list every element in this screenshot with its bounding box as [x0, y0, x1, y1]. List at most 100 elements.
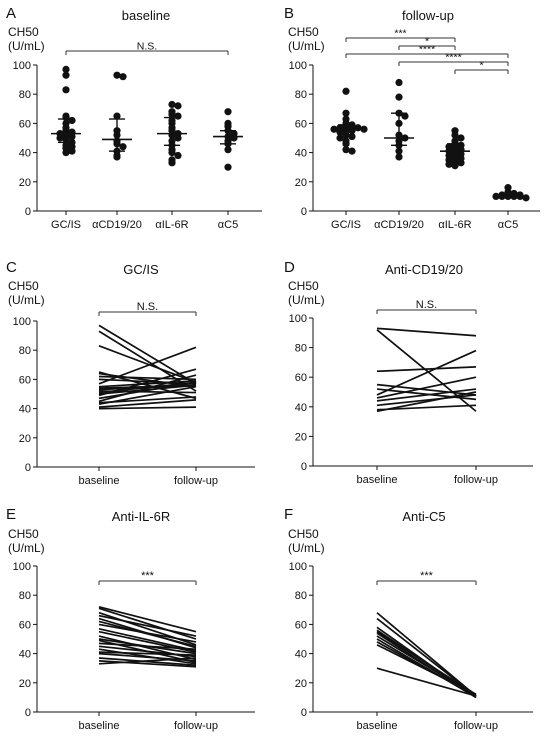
y-tick-label: 20	[19, 177, 31, 189]
data-point	[62, 65, 70, 73]
significance-label: ****	[419, 44, 435, 56]
x-tick-label: baseline	[357, 474, 398, 486]
y-tick-label: 40	[295, 148, 307, 160]
y-axis-label-line1: CH50	[288, 527, 319, 541]
data-point	[62, 71, 70, 79]
subject-line	[376, 394, 477, 407]
plot-area: 0 20 40 60 80 100 baseline follow-up N.S.	[13, 301, 255, 487]
panel-letter: B	[284, 5, 294, 22]
y-axis-label-line2: (U/mL)	[8, 541, 45, 555]
subject-line	[98, 346, 197, 385]
y-tick-label: 40	[19, 404, 31, 416]
subject-line	[98, 606, 197, 633]
data-point	[168, 100, 176, 109]
y-axis-label-line2: (U/mL)	[288, 293, 325, 307]
y-tick-label: 60	[295, 118, 307, 130]
subject-line	[376, 391, 477, 413]
data-point	[224, 146, 232, 154]
x-tick-label: αCD19/20	[92, 219, 142, 231]
subject-line	[376, 376, 477, 399]
data-point	[395, 153, 403, 161]
subject-line	[98, 368, 197, 397]
y-tick-label: 0	[25, 462, 31, 474]
x-tick-label: αIL-6R	[155, 219, 188, 231]
subject-line	[98, 374, 197, 403]
panel-title: baseline	[122, 8, 170, 23]
y-tick-label: 0	[25, 206, 31, 218]
significance-label: *	[425, 36, 429, 48]
y-axis-label-line2: (U/mL)	[8, 39, 45, 53]
y-tick-label: 60	[295, 372, 307, 384]
significance-label: N.S.	[137, 301, 158, 313]
panel-b: B follow-up CH50 (U/mL) 0 20 40 60 80 100 GC/I…	[284, 5, 540, 231]
y-tick-label: 20	[295, 678, 307, 690]
data-point	[168, 159, 176, 167]
significance-label: ***	[420, 570, 434, 582]
subject-line	[376, 667, 477, 697]
data-point	[119, 143, 127, 151]
plot-area: 0 20 40 60 80 100 baseline follow-up N.S.	[289, 299, 533, 486]
y-tick-label: 0	[301, 707, 307, 719]
subject-line	[98, 660, 197, 668]
y-tick-label: 80	[295, 590, 307, 602]
subject-line	[376, 644, 477, 696]
significance-label: ***	[394, 28, 406, 40]
panel-title: follow-up	[402, 8, 454, 23]
panel-e: E Anti-IL-6R CH50 (U/mL) 0 20 40 60 80 100 bas…	[6, 506, 255, 732]
y-tick-label: 100	[289, 313, 307, 325]
data-point	[395, 93, 403, 101]
x-tick-label: baseline	[79, 475, 120, 487]
data-point	[62, 86, 70, 94]
data-point	[62, 149, 70, 157]
y-tick-label: 80	[295, 343, 307, 355]
significance-label: *	[479, 60, 483, 72]
subject-line	[98, 385, 197, 406]
subject-line	[376, 327, 477, 337]
subject-line	[376, 383, 477, 396]
x-tick-label: follow-up	[174, 475, 218, 487]
data-point	[348, 147, 356, 155]
y-tick-label: 40	[295, 402, 307, 414]
data-point	[342, 87, 350, 95]
subject-line	[98, 380, 197, 388]
data-point	[336, 128, 344, 136]
data-point	[168, 149, 176, 157]
data-point	[174, 151, 182, 160]
subject-line	[98, 623, 197, 643]
subject-line	[98, 651, 197, 656]
data-point	[174, 134, 182, 142]
data-point	[68, 132, 76, 141]
significance-label: ***	[141, 570, 155, 582]
y-tick-label: 60	[19, 374, 31, 386]
x-tick-label: baseline	[357, 720, 398, 732]
subject-line	[98, 642, 197, 651]
data-point	[342, 140, 350, 148]
subject-line	[98, 345, 197, 384]
x-tick-label: follow-up	[454, 720, 498, 732]
data-point	[395, 147, 403, 155]
y-tick-label: 20	[19, 433, 31, 445]
y-tick-label: 100	[13, 316, 31, 328]
y-axis-label-line2: (U/mL)	[8, 293, 45, 307]
x-tick-label: αC5	[218, 219, 238, 231]
x-tick-label: follow-up	[454, 474, 498, 486]
data-point	[401, 112, 409, 120]
subject-line	[98, 398, 197, 408]
panel-d: D Anti-CD19/20 CH50 (U/mL) 0 20 40 60 80 100 b…	[284, 259, 533, 486]
panel-f: F Anti-C5 CH50 (U/mL) 0 20 40 60 80 100 baseli…	[284, 506, 533, 732]
y-axis-label-line1: CH50	[288, 279, 319, 293]
y-axis-label-line2: (U/mL)	[288, 39, 325, 53]
y-tick-label: 100	[13, 561, 31, 573]
y-tick-label: 40	[295, 649, 307, 661]
y-axis-label-line1: CH50	[8, 279, 39, 293]
subject-line	[376, 388, 477, 402]
data-point	[56, 134, 64, 142]
subject-line	[98, 406, 197, 410]
x-tick-label: αIL-6R	[438, 219, 471, 231]
panel-letter: F	[284, 506, 293, 523]
y-axis-label-line1: CH50	[8, 25, 39, 39]
panel-title: Anti-CD19/20	[385, 262, 463, 277]
panel-letter: A	[6, 5, 16, 22]
